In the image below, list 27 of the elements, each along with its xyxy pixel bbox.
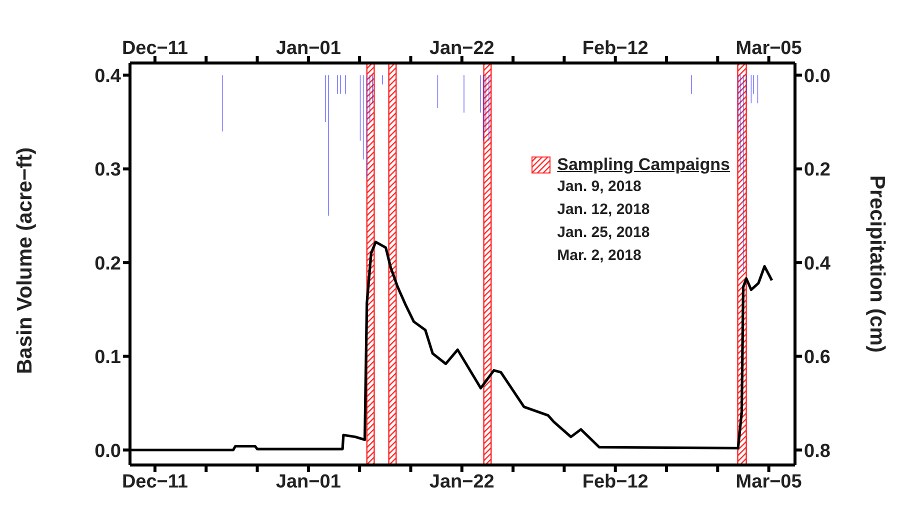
y2-tick-label: 0.8 <box>804 440 830 462</box>
y2-axis-title: Precipitation (cm) <box>866 175 888 353</box>
y2-tick-label: 0.6 <box>804 347 830 368</box>
y-tick-label: 0.0 <box>94 440 121 462</box>
x-tick-label: Mar−05 <box>736 38 802 59</box>
annotation: Mar. 2, 2018 <box>557 246 642 266</box>
x-tick-label: Jan−22 <box>429 38 494 59</box>
annotation: Jan. 12, 2018 <box>557 200 651 220</box>
y2-tick-label: 0.0 <box>804 66 830 87</box>
y-axis-title: Basin Volume (acre−ft) <box>13 147 36 374</box>
x2-tick-label: Mar−05 <box>736 471 802 492</box>
x-tick-label: Jan−01 <box>276 38 342 59</box>
y-tick-label: 0.4 <box>94 66 122 87</box>
y-tick-label: 0.3 <box>94 160 121 181</box>
x2-tick-label: Dec−11 <box>122 471 188 492</box>
y-tick-label: 0.2 <box>94 253 121 274</box>
x-tick-label: Feb−12 <box>582 38 648 59</box>
x2-tick-label: Jan−22 <box>429 471 494 492</box>
annotation: Jan. 9, 2018 <box>557 177 642 197</box>
legend-title: Sampling Campaigns <box>557 155 730 175</box>
y-tick-label: 0.1 <box>94 347 122 368</box>
annotation: Jan. 25, 2018 <box>557 223 651 243</box>
x2-tick-label: Feb−12 <box>582 471 648 492</box>
x-tick-label: Dec−11 <box>122 38 188 59</box>
y2-tick-label: 0.2 <box>804 160 830 181</box>
x2-tick-label: Jan−01 <box>276 471 342 492</box>
y2-tick-label: 0.4 <box>804 253 831 274</box>
